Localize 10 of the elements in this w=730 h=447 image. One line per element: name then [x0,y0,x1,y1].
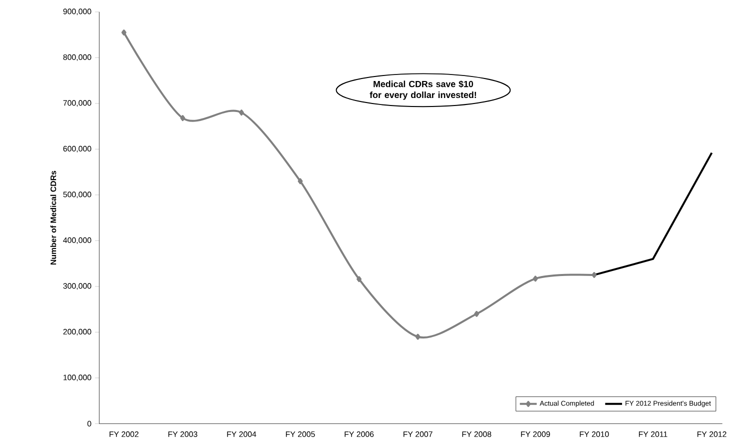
point [415,334,420,340]
point [298,178,303,184]
point [180,114,186,121]
point [356,276,362,282]
point [239,109,244,116]
point [474,310,480,317]
point [121,29,126,36]
annotation: Medical CDRs save $10 for every dollar invested! [370,80,476,100]
point [592,272,597,278]
point [532,275,538,282]
